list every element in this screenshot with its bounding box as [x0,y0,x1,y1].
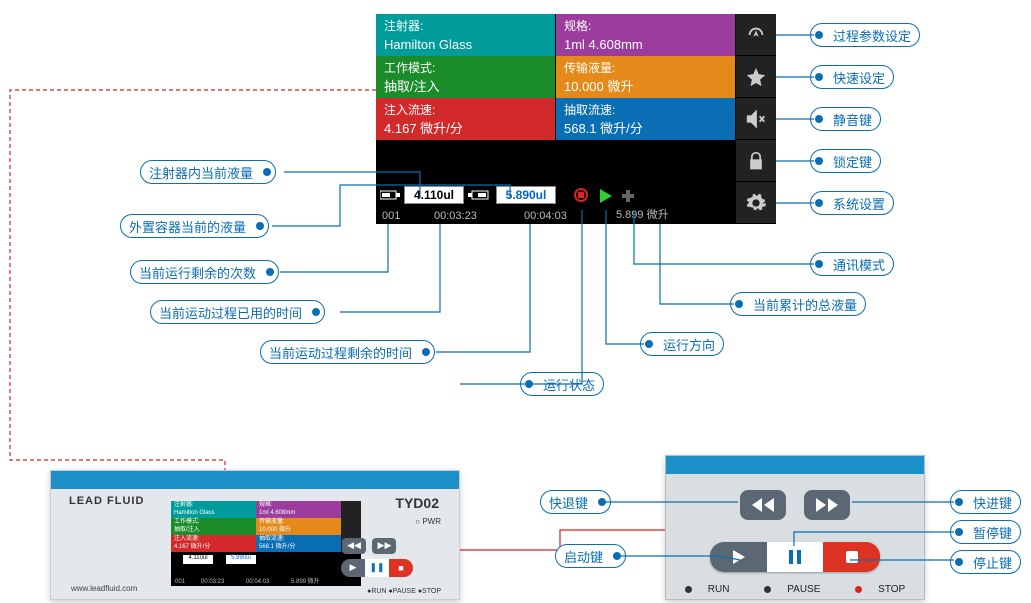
status-elapsed: 00:03:23 [434,210,477,222]
syringe-1-value: 4.110ul [404,186,464,204]
tile-label: 传输液量: [564,59,727,77]
pwr-led-label: ○ PWR [415,517,441,526]
rewind-button-small[interactable]: ◀◀ [342,538,366,554]
callout-stop: 停止键 [950,550,1021,574]
tile-injector[interactable]: 注射器: Hamilton Glass [376,14,556,56]
play-pause-stop [710,542,880,572]
status-remain: 00:04:03 [524,210,567,222]
callout-process-params: 过程参数设定 [810,23,920,47]
play-button-small[interactable]: ▶ [341,559,365,577]
callout-elapsed-time: 当前运动过程已用的时间 [150,300,325,324]
play-arrow-icon [598,188,614,204]
tile-label: 注入流速: [384,101,547,119]
panel-leds: RUN PAUSE STOP [666,584,924,595]
callout-lock: 锁定键 [810,149,881,173]
tile-value: 10.000 微升 [564,77,727,97]
stop-button-small[interactable]: ■ [389,559,413,577]
callout-quick-set: 快速设定 [810,65,894,89]
tile-value: 抽取/注入 [384,77,547,97]
mute-icon[interactable] [736,98,776,140]
forward-button[interactable] [804,490,850,520]
link-icon [622,188,638,204]
device-panel: LEAD FLUID TYD02 ○ PWR 注射器:Hamilton Glas… [50,470,460,600]
tile-label: 工作模式: [384,59,547,77]
callout-syringe-volume: 注射器内当前液量 [140,160,276,184]
callout-total-volume: 当前累计的总液量 [730,292,866,316]
callout-run-state: 运行状态 [520,372,604,396]
tile-value: 4.167 微升/分 [384,119,547,139]
callout-remaining-count: 当前运行剩余的次数 [130,260,279,284]
tile-value: 568.1 微升/分 [564,119,727,139]
status-count: 001 [382,210,400,222]
gauge-icon[interactable] [736,14,776,56]
tile-label: 规格: [564,17,727,35]
tile-label: 抽取流速: [564,101,727,119]
stop-button[interactable] [823,542,880,572]
model-label: TYD02 [395,495,439,511]
callout-pause: 暂停键 [950,520,1021,544]
mini-screen: 注射器:Hamilton Glass 规格:1ml 4.608mm 工作模式:抽… [171,501,361,586]
callout-mute: 静音键 [810,107,881,131]
tile-value: 1ml 4.608mm [564,35,727,55]
main-screen: 注射器: Hamilton Glass 规格: 1ml 4.608mm 工作模式… [376,14,776,224]
callout-rewind: 快退键 [540,490,611,514]
pause-button-small[interactable]: ❚❚ [365,559,389,577]
callout-forward: 快进键 [950,490,1021,514]
lock-icon[interactable] [736,140,776,182]
device-controls: ◀◀ ▶▶ ▶ ❚❚ ■ [341,535,441,577]
device-leds: ●RUN ●PAUSE ●STOP [367,588,441,595]
tile-label: 注射器: [384,17,547,35]
tile-grid: 注射器: Hamilton Glass 规格: 1ml 4.608mm 工作模式… [376,14,776,140]
record-icon [574,188,588,202]
tile-spec[interactable]: 规格: 1ml 4.608mm [556,14,736,56]
tile-withdraw-rate[interactable]: 抽取流速: 568.1 微升/分 [556,98,736,140]
brand-label: LEAD FLUID [69,495,144,507]
star-icon[interactable] [736,56,776,98]
tile-value: Hamilton Glass [384,35,547,55]
panel-topbar [666,456,924,474]
tile-mode[interactable]: 工作模式: 抽取/注入 [376,56,556,98]
tile-infuse-rate[interactable]: 注入流速: 4.167 微升/分 [376,98,556,140]
syringe-2-value: 5.890ul [496,186,556,204]
pause-button[interactable] [767,542,824,572]
forward-button-small[interactable]: ▶▶ [372,538,396,554]
callout-start: 启动键 [555,544,626,568]
control-panel: RUN PAUSE STOP [665,455,925,600]
rewind-button[interactable] [740,490,786,520]
device-topbar [51,471,459,489]
start-button[interactable] [710,542,767,572]
callout-external-volume: 外置容器当前的液量 [120,214,269,238]
status-total: 5.899 微升 [616,206,669,222]
callout-remaining-time: 当前运动过程剩余的时间 [260,340,435,364]
tile-volume[interactable]: 传输液量: 10.000 微升 [556,56,736,98]
sidebar-icons [736,14,776,224]
device-url: www.leadfluid.com [71,584,137,593]
callout-comm-mode: 通讯模式 [810,252,894,276]
gear-icon[interactable] [736,182,776,224]
status-bar: 4.110ul 5.890ul 001 00:03:23 00:04:03 5.… [376,182,736,224]
callout-direction: 运行方向 [640,332,724,356]
callout-settings: 系统设置 [810,191,894,215]
